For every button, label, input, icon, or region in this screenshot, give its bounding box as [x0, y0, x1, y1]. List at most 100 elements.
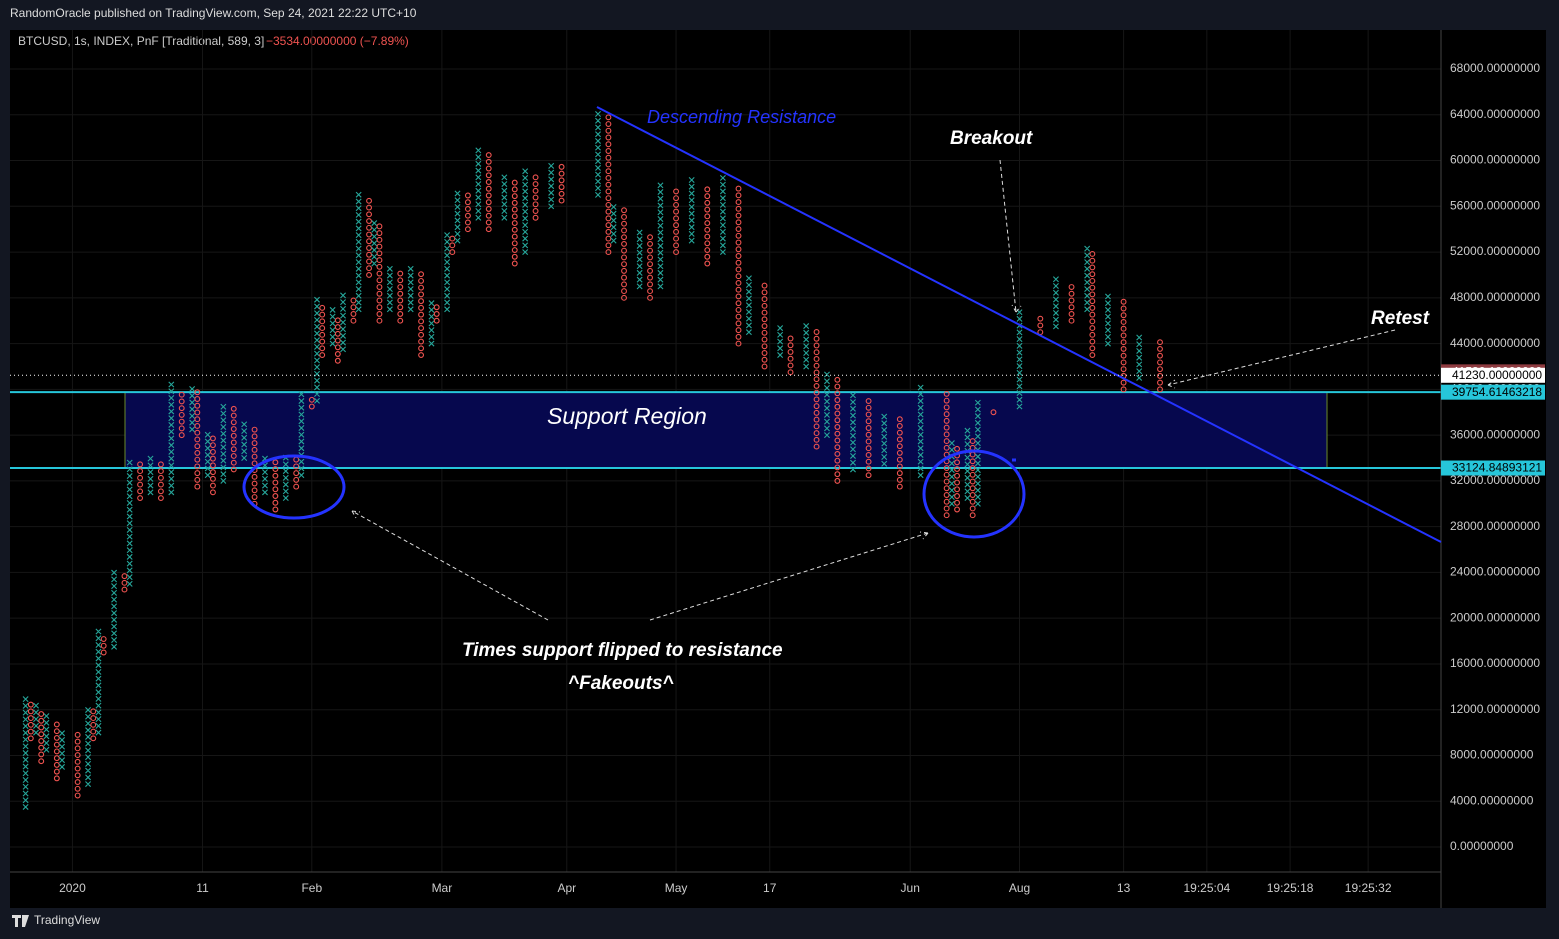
x-tick-label: Aug: [1009, 881, 1030, 895]
x-column: [59, 730, 66, 770]
x-column: [548, 162, 555, 210]
o-column: [121, 573, 128, 593]
annotation: Retest: [1371, 308, 1430, 329]
x-column: [917, 384, 924, 479]
price-change: −3534.00000000 (−7.89%): [266, 34, 409, 48]
y-tick-label: 64000.00000000: [1450, 107, 1540, 121]
pnf-columns: [22, 111, 1163, 810]
x-column: [823, 371, 830, 439]
o-column: [464, 192, 471, 233]
o-column: [308, 396, 315, 410]
o-column: [761, 282, 768, 370]
x-tick-label: Apr: [557, 881, 576, 895]
o-column: [896, 416, 903, 490]
x-column: [204, 431, 211, 479]
x-column: [688, 176, 695, 244]
o-column: [647, 234, 653, 301]
fakeout-circle: [922, 449, 1026, 539]
x-tick-label: Feb: [301, 881, 322, 895]
x-column: [881, 413, 888, 467]
y-tick-label: 52000.00000000: [1450, 244, 1540, 258]
brand: TradingView: [34, 913, 100, 927]
y-tick-label: 36000.00000000: [1450, 427, 1540, 441]
fakeout-circle: [242, 454, 346, 520]
price-tag-label: 39754.61463218: [1452, 385, 1542, 399]
o-column: [251, 426, 258, 507]
o-column: [350, 297, 357, 324]
arrow: [1167, 329, 1396, 389]
x-column: [340, 292, 347, 353]
support-region: [10, 391, 1441, 470]
x-column: [126, 459, 133, 587]
o-column: [865, 398, 872, 479]
x-column: [1104, 293, 1111, 347]
annotation: Support Region: [547, 403, 707, 429]
trendline: [596, 106, 1442, 543]
y-tick-label: 0.00000000: [1450, 839, 1514, 853]
x-tick-label: 13: [1117, 881, 1131, 895]
x-column: [444, 232, 451, 313]
x-column: [522, 168, 529, 256]
o-column: [376, 223, 383, 324]
x-column: [745, 275, 752, 336]
y-tick-label: 20000.00000000: [1450, 610, 1540, 624]
x-column: [314, 296, 321, 404]
o-column: [787, 335, 794, 376]
o-column: [1120, 298, 1127, 393]
x-column: [147, 455, 154, 496]
o-column: [90, 708, 97, 742]
x-column: [386, 265, 393, 313]
x-column: [1084, 245, 1091, 313]
o-column: [230, 405, 237, 473]
x-column: [220, 403, 227, 484]
x-column: [168, 381, 175, 496]
x-column: [241, 421, 248, 461]
x-tick-label: 19:25:18: [1267, 881, 1314, 895]
x-column: [1052, 276, 1059, 330]
price-tag: [1441, 384, 1545, 400]
x-column: [22, 696, 29, 810]
o-column: [954, 445, 961, 513]
y-tick-label: 12000.00000000: [1450, 702, 1540, 716]
x-column: [428, 300, 435, 347]
o-column: [558, 163, 565, 204]
y-tick-label: 8000.00000000: [1450, 748, 1534, 762]
y-tick-label: 56000.00000000: [1450, 198, 1540, 212]
x-tick-label: 11: [196, 881, 209, 895]
x-column: [1136, 334, 1143, 381]
annotation: Descending Resistance: [647, 107, 836, 127]
o-column: [433, 304, 440, 324]
y-tick-label: 28000.00000000: [1450, 519, 1540, 533]
y-tick-label: 68000.00000000: [1450, 61, 1540, 75]
x-column: [454, 190, 461, 244]
o-column: [511, 179, 518, 267]
o-column: [621, 207, 627, 301]
y-tick-label: 60000.00000000: [1450, 153, 1540, 167]
x-column: [501, 174, 508, 221]
o-column: [397, 270, 404, 324]
o-column: [157, 461, 164, 501]
o-column: [673, 188, 680, 256]
published-note: RandomOracle published on TradingView.co…: [10, 6, 417, 20]
symbol-info: BTCUSD, 1s, INDEX, PnF [Traditional, 589…: [18, 34, 264, 48]
x-column: [43, 713, 50, 753]
x-tick-label: 2020: [59, 881, 86, 895]
x-column: [355, 191, 362, 313]
price-tag-label: 41230.00000000: [1452, 368, 1542, 382]
o-column: [1068, 284, 1075, 324]
o-column: [1089, 251, 1096, 358]
x-column: [777, 325, 784, 359]
x-column: [33, 702, 40, 736]
y-tick-label: 44000.00000000: [1450, 336, 1540, 350]
arrow: [351, 510, 549, 621]
o-column: [418, 271, 425, 358]
o-column: [178, 391, 185, 439]
o-column: [735, 185, 742, 347]
x-column: [95, 628, 102, 736]
x-column: [261, 455, 268, 496]
brand-logo: [12, 915, 29, 927]
o-column: [319, 304, 326, 358]
x-column: [636, 229, 643, 290]
